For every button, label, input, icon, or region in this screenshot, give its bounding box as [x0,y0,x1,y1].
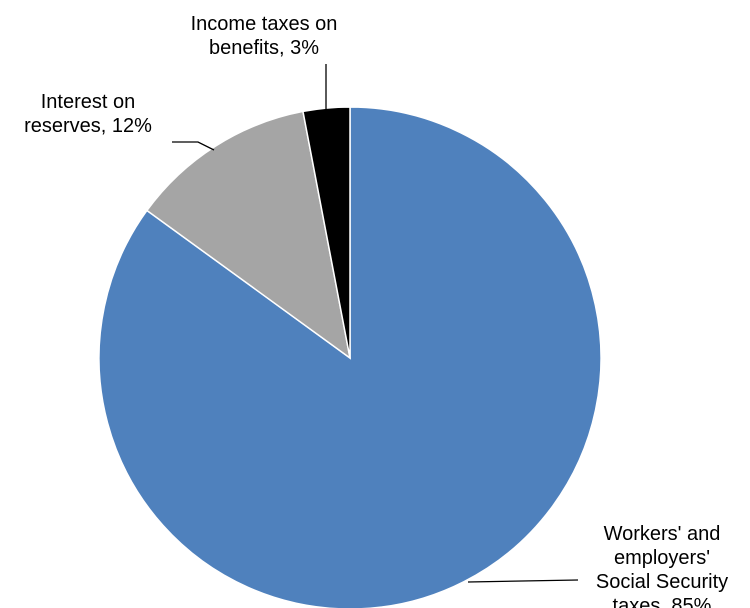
leader-line-1 [172,141,215,151]
leader-lines [172,64,579,583]
slice-label-0-line-0: Workers' and [604,523,721,545]
pie-slices [98,106,602,608]
slice-label-0-line-2: Social Security [596,571,728,593]
slice-label-1-line-1: reserves, 12% [24,115,152,137]
slice-label-2: Income taxes on benefits, 3% [191,13,338,59]
slice-label-0-line-3: taxes, 85% [613,595,712,608]
slice-label-1-line-0: Interest on [41,91,136,113]
slice-labels: Workers' and employers' Social Security tax… [24,13,728,608]
slice-label-0-line-1: employers' [614,547,710,569]
slice-label-1: Interest on reserves, 12% [24,91,152,137]
pie-slice-1 [145,110,352,360]
slice-label-2-line-0: Income taxes on [191,13,338,35]
slice-label-0: Workers' and employers' Social Security tax… [596,523,728,608]
slice-label-2-line-1: benefits, 3% [209,37,319,59]
leader-line-0 [467,579,579,583]
